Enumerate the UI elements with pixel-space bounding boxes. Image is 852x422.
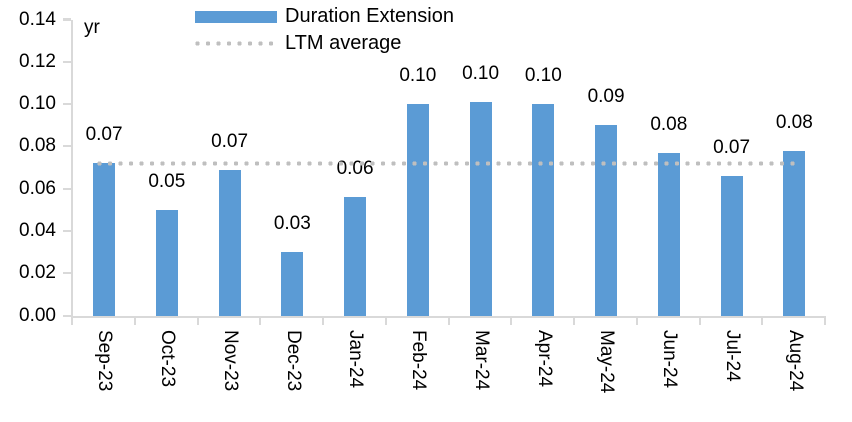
y-axis-tick-label: 0.06 [19, 177, 56, 199]
y-axis-tick-label: 0.14 [19, 8, 56, 30]
bar-data-label: 0.07 [713, 136, 751, 158]
y-axis-tick-mark [63, 145, 71, 148]
legend-item-ltm-average: LTM average [195, 30, 454, 57]
bar-sep-23 [93, 163, 116, 316]
bar-data-label: 0.10 [399, 65, 437, 86]
x-axis-tick-mark [824, 317, 827, 325]
x-axis-tick-mark [133, 317, 136, 325]
bar-apr-24 [532, 104, 555, 316]
legend-item-duration-extension: Duration Extension [195, 3, 454, 30]
bar-dec-23 [281, 252, 304, 316]
y-axis-tick-label: 0.02 [19, 262, 56, 284]
legend: Duration Extension LTM average [195, 3, 454, 57]
x-axis-tick-mark [635, 317, 638, 325]
x-axis-tick-label: Jun-24 [659, 330, 681, 389]
x-axis-tick-label: Oct-23 [157, 330, 179, 388]
y-axis-tick-label: 0.10 [19, 93, 56, 115]
x-axis-tick-mark [698, 317, 701, 325]
y-axis-tick-label: 0.04 [19, 220, 56, 241]
x-axis-tick-mark [573, 317, 576, 325]
plot-area: 0.07 0.05 0.07 0.03 0.06 0.10 0.10 0.10 0.09 0.08… [70, 19, 826, 318]
x-axis-tick-mark [259, 317, 262, 325]
y-axis-tick-mark [63, 272, 71, 275]
bar-data-label: 0.08 [650, 113, 688, 135]
y-axis-tick-mark [63, 187, 71, 190]
x-axis-tick-mark [196, 317, 199, 325]
bar-jan-24 [344, 197, 367, 316]
bar-nov-23 [218, 169, 241, 316]
bar-jun-24 [657, 152, 680, 316]
x-axis-tick-label: Jan-24 [345, 330, 367, 389]
bar-data-label: 0.05 [148, 170, 186, 192]
y-axis-tick-label: 0.00 [19, 304, 56, 326]
x-axis-tick-label: Sep-23 [94, 330, 116, 392]
bar-feb-24 [406, 104, 429, 316]
x-axis-tick-label: Aug-24 [784, 330, 806, 392]
x-axis-tick-label: May-24 [596, 330, 618, 394]
bar-data-label: 0.08 [775, 111, 813, 133]
legend-label: LTM average [285, 32, 402, 54]
y-axis-tick-mark [63, 229, 71, 233]
x-axis-tick-mark [384, 317, 387, 325]
y-axis-tick-label: 0.08 [19, 135, 56, 157]
bar-mar-24 [469, 101, 492, 316]
bar-jul-24 [720, 175, 743, 316]
x-axis-tick-mark [447, 317, 450, 325]
bar-data-label: 0.10 [462, 62, 500, 84]
y-axis-unit-label: yr [84, 17, 100, 38]
x-axis-tick-label: Dec-23 [282, 330, 304, 392]
bar-oct-23 [155, 209, 178, 316]
x-axis-tick-mark [761, 317, 764, 325]
x-axis-tick-mark [510, 317, 513, 325]
y-axis-tick-mark [63, 103, 71, 106]
bar-data-label: 0.07 [211, 130, 249, 152]
y-axis-tick-mark [63, 60, 71, 63]
bar-data-label: 0.10 [524, 65, 562, 86]
y-axis-tick-mark [63, 18, 71, 21]
x-axis-tick-label: Apr-24 [533, 330, 555, 388]
ltm-average-line [97, 160, 802, 166]
bar-data-label: 0.07 [85, 124, 123, 146]
x-axis-tick-mark [322, 317, 325, 325]
x-axis-tick-label: Nov-23 [219, 330, 241, 392]
legend-label: Duration Extension [285, 5, 454, 27]
x-axis-tick-label: Mar-24 [470, 330, 492, 391]
x-axis-tick-mark [71, 317, 74, 325]
bar-aug-24 [783, 150, 806, 316]
bar-data-label: 0.03 [273, 213, 311, 235]
bar-may-24 [595, 125, 618, 316]
bar-swatch-icon [195, 10, 277, 23]
y-axis-tick-label: 0.12 [19, 50, 56, 72]
y-axis-tick-mark [63, 314, 71, 317]
x-axis-tick-label: Jul-24 [721, 330, 743, 382]
x-axis-tick-label: Feb-24 [408, 330, 430, 391]
dotted-line-swatch-icon [195, 41, 277, 46]
bar-data-label: 0.09 [587, 86, 625, 108]
